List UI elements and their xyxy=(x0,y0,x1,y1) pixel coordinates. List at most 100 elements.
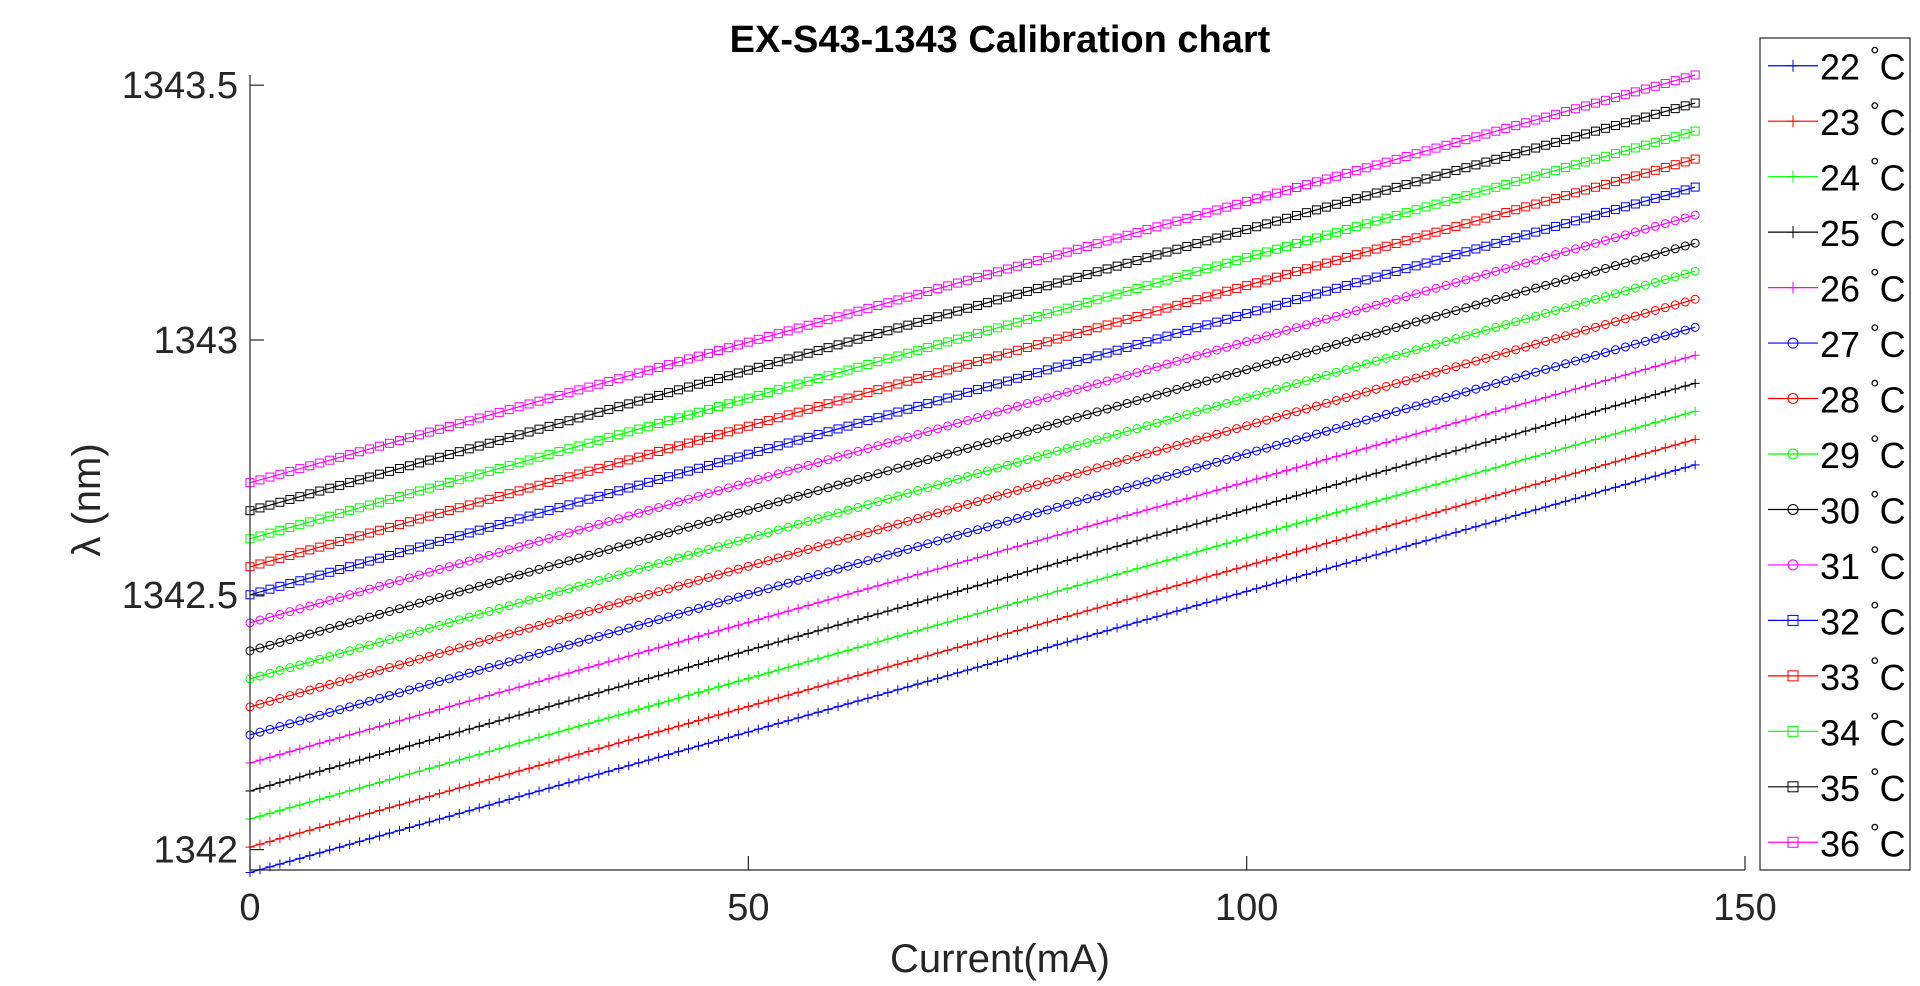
data-point xyxy=(265,500,275,510)
data-point xyxy=(1401,516,1411,526)
data-point xyxy=(395,800,404,810)
data-point xyxy=(903,320,913,330)
data-point xyxy=(843,699,853,709)
data-point xyxy=(1441,224,1451,234)
data-point xyxy=(365,780,375,790)
data-point xyxy=(614,486,624,496)
data-point xyxy=(1787,836,1799,848)
data-point xyxy=(1272,272,1282,282)
data-point xyxy=(1012,429,1022,439)
data-point xyxy=(1072,553,1082,563)
data-point xyxy=(783,578,793,588)
data-point xyxy=(634,704,644,714)
data-point xyxy=(903,488,913,498)
data-point xyxy=(1571,440,1581,450)
data-point xyxy=(494,407,504,417)
data-point xyxy=(1192,600,1202,610)
data-point xyxy=(893,435,903,445)
data-point xyxy=(1262,247,1272,257)
data-point xyxy=(395,772,404,782)
data-point xyxy=(893,463,903,473)
data-point xyxy=(1341,477,1351,487)
legend-entry: 33 °C xyxy=(1768,653,1906,698)
data-point xyxy=(1551,474,1561,484)
data-point xyxy=(1541,224,1551,234)
data-point xyxy=(454,615,464,625)
data-point xyxy=(933,284,943,294)
data-point xyxy=(893,685,903,695)
data-point xyxy=(843,309,853,319)
data-point xyxy=(1787,503,1799,515)
data-point xyxy=(873,553,883,563)
data-point xyxy=(1441,477,1451,487)
data-point xyxy=(265,556,275,566)
data-point xyxy=(265,472,275,482)
data-point xyxy=(733,564,743,574)
data-point xyxy=(793,575,803,585)
data-point xyxy=(604,685,614,695)
data-point xyxy=(1670,300,1680,310)
series-line xyxy=(249,326,1696,736)
data-point xyxy=(1571,104,1581,114)
data-point xyxy=(1787,115,1799,128)
data-point xyxy=(1042,253,1052,263)
data-point xyxy=(654,531,664,541)
data-point xyxy=(1581,129,1591,139)
data-point xyxy=(1541,280,1551,290)
data-point xyxy=(504,517,514,527)
data-point xyxy=(1351,306,1361,316)
data-point xyxy=(1022,427,1032,437)
data-point xyxy=(853,671,863,681)
data-point xyxy=(753,446,763,456)
data-point xyxy=(1401,404,1411,414)
data-point xyxy=(943,449,953,459)
data-point xyxy=(1610,289,1620,299)
data-point xyxy=(983,270,993,280)
data-point xyxy=(325,735,335,745)
data-point xyxy=(634,536,644,546)
data-point xyxy=(1242,337,1252,347)
data-point xyxy=(763,556,773,566)
data-point xyxy=(285,719,295,729)
data-point xyxy=(1620,342,1630,352)
data-point xyxy=(793,491,803,501)
data-point xyxy=(524,567,534,577)
data-point xyxy=(1262,331,1272,341)
data-point xyxy=(434,564,444,574)
data-point xyxy=(285,523,295,533)
data-point xyxy=(1122,258,1132,268)
data-point xyxy=(1341,533,1351,543)
data-point xyxy=(933,620,943,630)
data-point xyxy=(783,410,793,420)
data-point xyxy=(265,808,275,818)
data-point xyxy=(873,329,883,339)
data-point xyxy=(1401,541,1411,551)
data-point xyxy=(444,674,454,684)
data-point xyxy=(444,421,454,431)
data-point xyxy=(1431,367,1441,377)
data-point xyxy=(1172,272,1182,282)
data-point xyxy=(574,637,584,647)
data-point xyxy=(713,514,723,524)
data-point xyxy=(1680,325,1690,335)
data-point xyxy=(803,629,813,639)
data-point xyxy=(1411,373,1421,383)
data-point xyxy=(1630,423,1640,433)
data-point xyxy=(893,407,903,417)
data-point xyxy=(933,508,943,518)
data-point xyxy=(793,323,803,333)
data-point xyxy=(793,547,803,557)
data-point xyxy=(464,640,474,650)
data-point xyxy=(1551,193,1561,203)
data-point xyxy=(843,673,853,683)
data-point xyxy=(295,464,305,474)
data-point xyxy=(1630,87,1640,97)
data-point xyxy=(1242,505,1252,515)
data-point xyxy=(1311,457,1321,467)
data-point xyxy=(315,486,325,496)
data-point xyxy=(1471,132,1481,142)
data-point xyxy=(733,592,743,602)
data-point xyxy=(444,534,454,544)
data-point xyxy=(1062,471,1072,481)
data-point xyxy=(1521,118,1531,128)
